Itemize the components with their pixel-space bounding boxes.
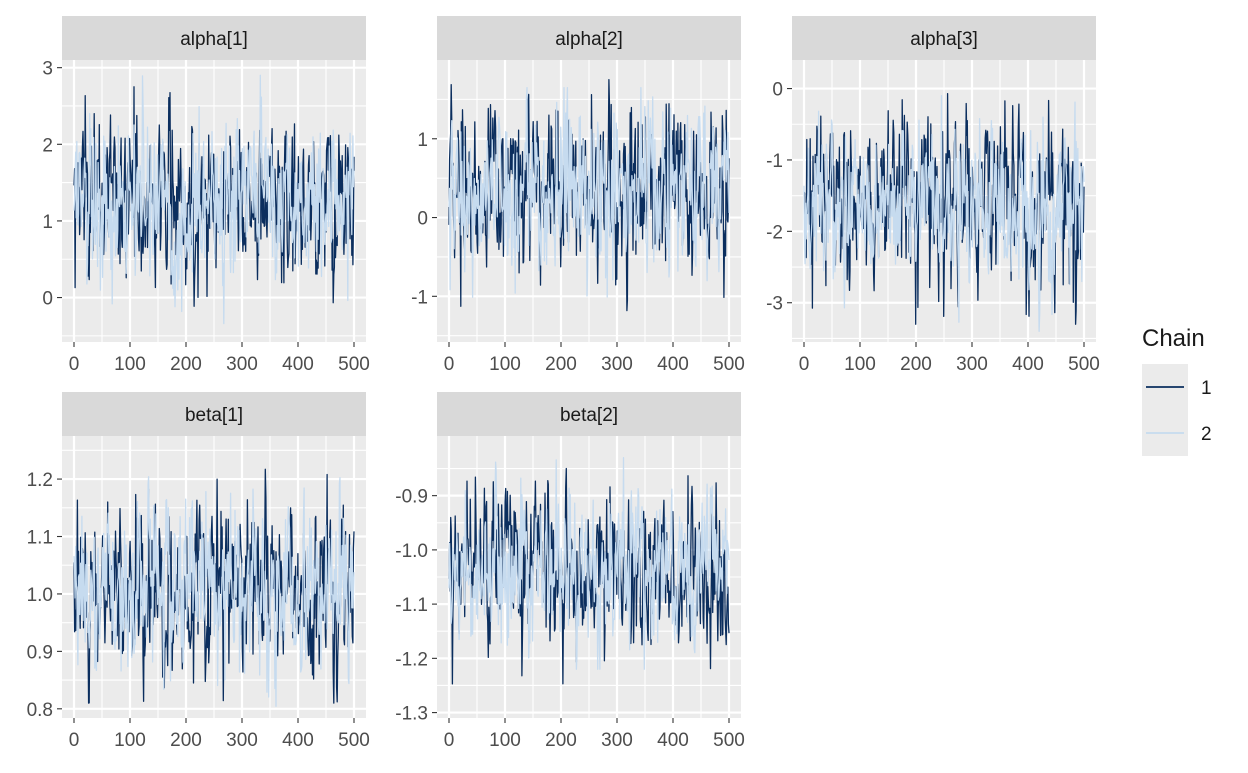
y-tick-label: -1.2 (395, 649, 428, 670)
legend-label-chain-2: 2 (1201, 424, 1212, 445)
x-tick-label: 400 (282, 354, 314, 375)
y-tick-label: 3 (42, 59, 53, 80)
y-tick-label: 1.1 (27, 528, 53, 549)
facet-strip-title: alpha[3] (910, 29, 978, 50)
x-tick-label: 0 (444, 730, 455, 751)
x-tick-label: 100 (114, 730, 146, 751)
trace-line-chain-2 (448, 86, 730, 298)
y-tick-label: 1 (42, 212, 53, 233)
y-tick-label: 2 (42, 135, 53, 156)
facet-panel-alpha-1: alpha[1] 0 100 200 300 400 500 0 1 2 3 (42, 16, 370, 375)
facet-strip (437, 16, 741, 60)
y-tick-label: -3 (766, 294, 783, 315)
x-tick-label: 500 (338, 730, 370, 751)
x-tick-label: 200 (545, 354, 577, 375)
y-tick-label: 1.0 (27, 585, 53, 606)
legend-label-chain-1: 1 (1201, 378, 1212, 399)
x-tick-label: 500 (1068, 354, 1100, 375)
facet-strip (62, 392, 366, 436)
x-tick-label: 200 (545, 730, 577, 751)
x-tick-label: 0 (69, 730, 80, 751)
y-tick-label: -1 (766, 151, 783, 172)
x-tick-label: 400 (282, 730, 314, 751)
y-tick-label: 0 (42, 289, 53, 310)
y-tick-label: 0 (772, 80, 783, 101)
x-tick-label: 100 (114, 354, 146, 375)
x-tick-label: 200 (170, 354, 202, 375)
trace-line-chain-2 (73, 476, 355, 707)
x-tick-label: 200 (170, 730, 202, 751)
x-tick-label: 300 (226, 354, 258, 375)
legend: Chain 1 2 (1142, 325, 1212, 456)
y-tick-label: 1.2 (27, 470, 53, 491)
y-tick-label: 0.8 (27, 700, 53, 721)
facet-panel-alpha-2: alpha[2] 0 100 200 300 400 500 -1 0 1 (411, 16, 745, 375)
trace-line-chain-2 (73, 74, 355, 325)
trace-line-chain-2 (803, 95, 1085, 332)
facet-strip (792, 16, 1096, 60)
x-tick-label: 100 (844, 354, 876, 375)
y-tick-label: -2 (766, 222, 783, 243)
facet-strip-title: alpha[1] (180, 29, 248, 50)
y-tick-label: 0.9 (27, 642, 53, 663)
x-tick-label: 400 (1012, 354, 1044, 375)
trace-line-chain-1 (803, 92, 1085, 325)
y-tick-label: -1.1 (395, 595, 428, 616)
x-tick-label: 500 (338, 354, 370, 375)
x-tick-label: 200 (900, 354, 932, 375)
x-tick-label: 500 (713, 354, 745, 375)
x-tick-label: 300 (226, 730, 258, 751)
facet-panel-alpha-3: alpha[3] 0 100 200 300 400 500 -3 -2 -1 0 (766, 16, 1100, 375)
x-tick-label: 500 (713, 730, 745, 751)
y-tick-label: 0 (417, 209, 428, 230)
facet-strip-title: beta[1] (185, 405, 243, 426)
facet-strip (62, 16, 366, 60)
facet-strip-title: alpha[2] (555, 29, 623, 50)
x-tick-label: 300 (956, 354, 988, 375)
legend-title: Chain (1142, 325, 1205, 352)
x-tick-label: 100 (489, 730, 521, 751)
y-tick-label: -1.3 (395, 704, 428, 725)
x-tick-label: 300 (601, 354, 633, 375)
x-tick-label: 400 (657, 354, 689, 375)
x-tick-label: 300 (601, 730, 633, 751)
trace-line-chain-2 (448, 457, 730, 670)
x-tick-label: 400 (657, 730, 689, 751)
x-tick-label: 0 (444, 354, 455, 375)
y-tick-label: -1 (411, 287, 428, 308)
facet-panel-beta-2: beta[2] 0 100 200 300 400 500 -1.3 -1.2 -1.1 -1.0 -… (395, 392, 745, 751)
facet-strip-title: beta[2] (560, 405, 618, 426)
y-tick-label: -1.0 (395, 541, 428, 562)
facet-strip (437, 392, 741, 436)
x-tick-label: 0 (69, 354, 80, 375)
y-tick-label: 1 (417, 130, 428, 151)
x-tick-label: 0 (799, 354, 810, 375)
x-tick-label: 100 (489, 354, 521, 375)
y-tick-label: -0.9 (395, 487, 428, 508)
facet-panel-beta-1: beta[1] 0 100 200 300 400 500 0.8 0.9 1.0 1.1 1.2 (27, 392, 370, 751)
